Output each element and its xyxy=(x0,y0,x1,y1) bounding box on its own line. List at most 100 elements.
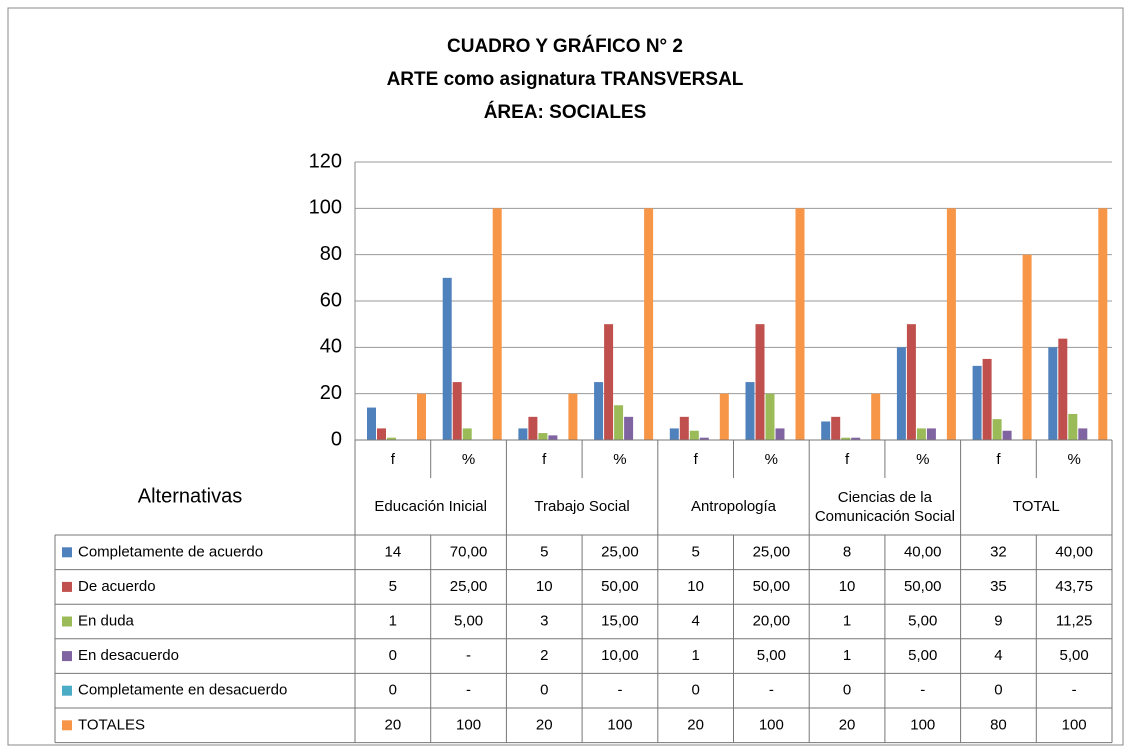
table-cell: 1 xyxy=(691,647,699,664)
table-cell: 5,00 xyxy=(757,647,786,664)
table-cell: 50,00 xyxy=(753,578,791,595)
table-cell: 8 xyxy=(843,543,851,560)
table-cell: 25,00 xyxy=(753,543,791,560)
bar xyxy=(926,428,936,440)
bar xyxy=(775,428,785,440)
table-cell: 5,00 xyxy=(1060,647,1089,664)
bar xyxy=(1002,430,1012,440)
bar xyxy=(831,416,841,440)
chart-title: ARTE como asignatura TRANSVERSAL xyxy=(387,69,744,90)
chart-title: ÁREA: SOCIALES xyxy=(484,101,647,123)
y-tick-label: 80 xyxy=(320,243,342,265)
bar xyxy=(851,437,861,440)
bar xyxy=(821,421,831,440)
bar xyxy=(528,416,538,440)
table-cell: 5 xyxy=(389,578,397,595)
bar xyxy=(906,324,916,440)
legend-swatch xyxy=(62,651,72,662)
table-cell: 5,00 xyxy=(908,647,937,664)
group-label-box: TOTAL xyxy=(1013,498,1060,515)
table-cell: 14 xyxy=(385,543,402,560)
bar xyxy=(594,382,604,440)
bar xyxy=(644,208,654,440)
table-cell: 5,00 xyxy=(908,612,937,629)
legend-label: En duda xyxy=(78,612,135,629)
table-cell: - xyxy=(466,647,471,664)
bar xyxy=(568,393,578,440)
table-cell: 100 xyxy=(910,716,935,733)
table-cell: 25,00 xyxy=(450,578,488,595)
table-cell: - xyxy=(617,682,622,699)
table-cell: 35 xyxy=(990,578,1007,595)
legend-label: De acuerdo xyxy=(78,578,156,595)
group-label: Antropología xyxy=(690,498,777,515)
table-cell: 20 xyxy=(687,716,704,733)
table-cell: 10 xyxy=(839,578,856,595)
legend-label: TOTALES xyxy=(78,716,145,733)
table-cell: 4 xyxy=(691,612,699,629)
table-cell: 20 xyxy=(839,716,856,733)
bar xyxy=(604,324,614,440)
group-label: Educación Inicial xyxy=(374,498,487,515)
bar xyxy=(442,277,452,440)
group-label-box: Antropología xyxy=(690,498,777,515)
y-tick-label: 120 xyxy=(309,150,342,172)
table-cell: 100 xyxy=(1062,716,1087,733)
x-tick-label: % xyxy=(765,451,778,468)
legend-label: En desacuerdo xyxy=(78,647,179,664)
bar xyxy=(795,208,805,440)
y-tick-label: 60 xyxy=(320,289,342,311)
table-cell: 9 xyxy=(994,612,1002,629)
table-cell: 100 xyxy=(607,716,632,733)
bar xyxy=(719,393,729,440)
bar xyxy=(972,365,982,440)
bar xyxy=(916,428,926,440)
table-cell: 40,00 xyxy=(1055,543,1093,560)
bar xyxy=(1068,413,1078,440)
legend-swatch xyxy=(62,685,72,696)
bar xyxy=(1048,347,1058,440)
table-cell: 50,00 xyxy=(601,578,639,595)
table-cell: 1 xyxy=(843,647,851,664)
table-cell: 20 xyxy=(536,716,553,733)
bar xyxy=(624,416,634,440)
bar xyxy=(946,208,956,440)
y-tick-label: 40 xyxy=(320,336,342,358)
bar xyxy=(387,437,396,440)
group-label-box: Educación Inicial xyxy=(374,498,487,515)
table-cell: - xyxy=(466,682,471,699)
x-tick-label: f xyxy=(391,451,396,468)
table-cell: 0 xyxy=(389,647,397,664)
bar xyxy=(452,382,462,440)
bar xyxy=(492,208,502,440)
legend-swatch xyxy=(62,547,72,558)
bar xyxy=(982,358,992,440)
legend-swatch xyxy=(62,581,72,592)
table-cell: 3 xyxy=(540,612,548,629)
bar xyxy=(689,430,699,440)
bar xyxy=(1058,338,1068,440)
table-cell: 0 xyxy=(389,682,397,699)
bar xyxy=(417,393,426,440)
table-cell: 80 xyxy=(990,716,1007,733)
table-cell: 25,00 xyxy=(601,543,639,560)
group-label: Ciencias de la Comunicación Social xyxy=(814,488,955,525)
bar xyxy=(765,393,775,440)
bar xyxy=(745,382,755,440)
table-cell: 0 xyxy=(691,682,699,699)
y-tick-label: 100 xyxy=(309,197,342,219)
table-cell: 0 xyxy=(994,682,1002,699)
x-tick-label: f xyxy=(542,451,547,468)
table-cell: - xyxy=(920,682,925,699)
bar xyxy=(871,393,881,440)
table-cell: 40,00 xyxy=(904,543,942,560)
legend-label: Completamente de acuerdo xyxy=(78,543,263,560)
legend-label: Completamente en desacuerdo xyxy=(78,682,287,699)
table-cell: 5 xyxy=(540,543,548,560)
x-tick-label: f xyxy=(694,451,699,468)
table-cell: 50,00 xyxy=(904,578,942,595)
bar xyxy=(755,324,765,440)
bar xyxy=(377,428,386,440)
table-cell: 20,00 xyxy=(753,612,791,629)
